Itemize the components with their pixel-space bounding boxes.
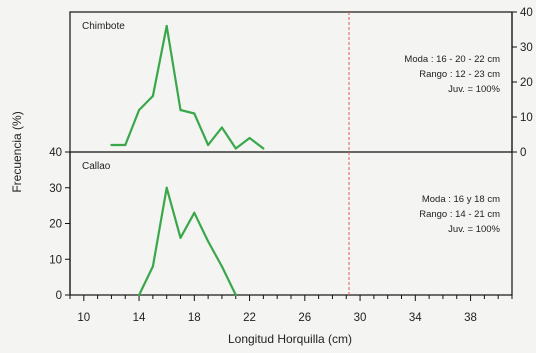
y-tick-label: 30: [520, 42, 533, 54]
annotation-text: Moda : 16 - 20 - 22 cm: [404, 54, 500, 65]
data-point: [165, 24, 168, 28]
y-tick-label: 20: [49, 219, 62, 231]
labels-group: Chimbote Moda : 16 - 20 - 22 cm Rango : 12…: [82, 21, 501, 235]
x-tick-label: 34: [409, 312, 422, 324]
annotation-text: Juv. = 100%: [448, 84, 500, 95]
data-point: [151, 94, 154, 98]
data-point: [220, 265, 224, 268]
x-tick-label: 14: [133, 312, 146, 324]
data-point: [151, 265, 154, 268]
data-point: [137, 293, 141, 297]
annotation-text: Juv. = 100%: [448, 224, 500, 235]
x-axis: 10 14 18 22 26 30 34 38: [69, 295, 513, 324]
data-point: [207, 143, 210, 147]
y-tick-label: 0: [56, 290, 62, 302]
data-point: [193, 112, 196, 115]
annotation-text: Rango : 14 - 21 cm: [419, 209, 500, 220]
series-line-chimbote: [111, 24, 265, 150]
series-line-callao: [138, 186, 237, 296]
data-point: [262, 147, 265, 150]
y-axis-title: Frecuencia (%): [10, 111, 24, 192]
x-tick-label: 26: [298, 312, 311, 324]
data-point: [207, 240, 210, 243]
x-tick-label: 38: [464, 312, 477, 324]
data-point: [234, 293, 237, 297]
data-point: [179, 108, 182, 112]
y-tick-label: 40: [520, 7, 533, 19]
x-axis-title: Longitud Horquilla (cm): [228, 332, 352, 346]
x-tick-label: 22: [243, 312, 256, 324]
y-tick-label: 20: [520, 77, 533, 89]
x-tick-label: 18: [188, 312, 201, 324]
x-tick-label: 10: [77, 312, 90, 324]
panel-label: Callao: [82, 161, 111, 172]
data-point: [234, 147, 237, 150]
y-axis-chimbote: 0 10 20 30 40: [511, 7, 533, 159]
panel-label: Chimbote: [82, 21, 125, 32]
data-point: [193, 211, 196, 214]
series-group: [110, 24, 265, 297]
annotation-text: Rango : 12 - 23 cm: [419, 69, 500, 80]
data-point: [248, 136, 251, 140]
y-tick-label: 10: [49, 254, 62, 266]
y-axis-callao: 0 10 20 30 40: [49, 147, 71, 302]
data-point: [110, 143, 113, 147]
data-point: [179, 236, 182, 239]
annotation-text: Moda : 16 y 18 cm: [422, 194, 500, 205]
y-tick-label: 10: [520, 112, 533, 124]
y-tick-label: 30: [49, 183, 62, 195]
data-point: [220, 126, 224, 129]
y-tick-label: 0: [520, 147, 526, 159]
x-tick-label: 30: [354, 312, 367, 324]
data-point: [137, 108, 141, 112]
data-point: [124, 143, 127, 147]
data-point: [165, 186, 168, 189]
y-tick-label: 40: [49, 147, 62, 159]
